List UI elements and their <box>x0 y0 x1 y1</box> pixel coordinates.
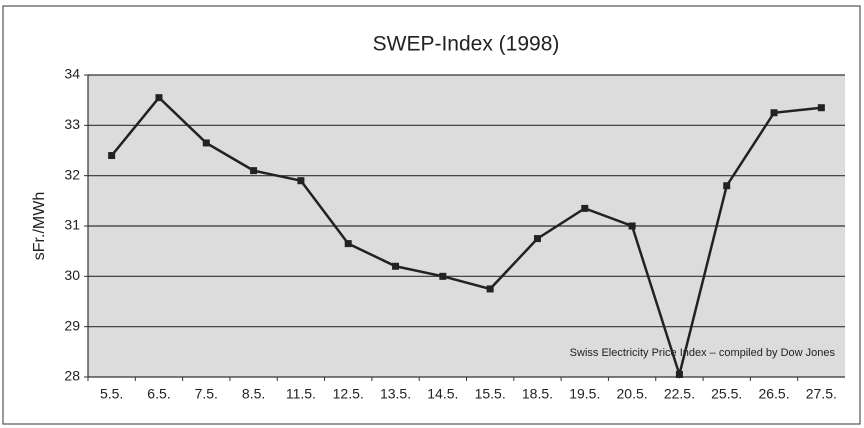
data-point <box>723 182 731 190</box>
data-point <box>817 104 825 112</box>
data-point <box>250 167 258 175</box>
data-point <box>439 272 447 280</box>
data-point <box>155 94 163 102</box>
x-tick-label: 11.5. <box>286 386 316 402</box>
y-tick-label: 30 <box>64 267 80 283</box>
chart-title: SWEP-Index (1998) <box>373 33 560 56</box>
x-tick-label: 13.5. <box>380 386 411 402</box>
x-tick-label: 18.5. <box>522 386 553 402</box>
data-point <box>108 152 116 160</box>
x-tick-label: 15.5. <box>475 386 506 402</box>
x-tick-label: 22.5. <box>664 386 695 402</box>
x-tick-label: 7.5. <box>195 386 218 402</box>
y-tick-label: 32 <box>64 166 80 182</box>
data-point <box>202 139 210 147</box>
data-point <box>770 109 778 117</box>
data-point <box>533 235 541 243</box>
y-tick-label: 34 <box>64 66 80 82</box>
data-line <box>110 95 822 380</box>
x-tick-label: 12.5. <box>333 386 364 402</box>
x-tick-label: 19.5. <box>569 386 600 402</box>
y-tick-label: 31 <box>64 217 80 233</box>
x-tick-label: 27.5. <box>806 386 837 402</box>
x-tick-label: 8.5. <box>242 386 265 402</box>
data-point <box>392 262 400 270</box>
y-tick-label: 33 <box>64 116 80 132</box>
x-tick-label: 5.5. <box>100 386 123 402</box>
y-axis-label: sFr./MWh <box>31 192 48 260</box>
annotation: Swiss Electricity Price Index – compiled… <box>570 347 836 359</box>
data-point <box>581 204 589 212</box>
x-tick-label: 20.5. <box>617 386 648 402</box>
data-point <box>486 285 494 293</box>
x-tick-label: 14.5. <box>427 386 458 402</box>
y-tick-label: 29 <box>64 317 80 333</box>
data-point <box>297 177 305 185</box>
x-tick-label: 6.5. <box>147 386 170 402</box>
y-tick-label: 28 <box>64 368 80 384</box>
data-point <box>628 222 636 230</box>
data-point <box>675 370 683 378</box>
x-tick-label: 25.5. <box>711 386 742 402</box>
frame <box>2 5 861 425</box>
data-point <box>344 240 352 248</box>
x-tick-label: 26.5. <box>758 386 789 402</box>
